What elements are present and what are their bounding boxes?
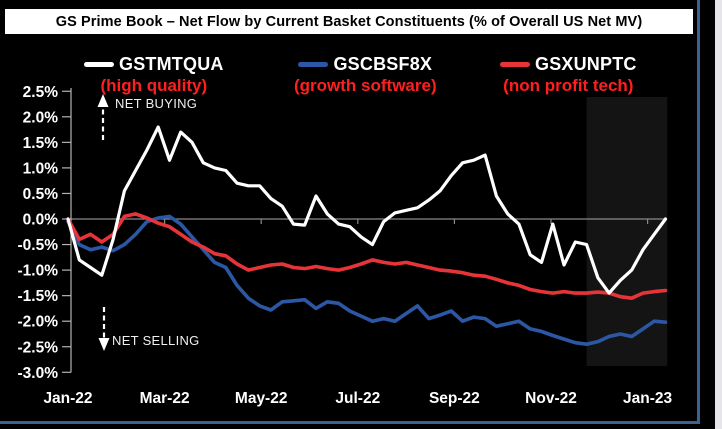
series-line-gsxunptc [66, 212, 668, 301]
highlight-band [586, 97, 668, 366]
y-tick-label: -3.0% [18, 365, 59, 382]
net-selling-label: NET SELLING [112, 333, 200, 348]
legend-item-gsxunptc: GSXUNPTC (non profit tech) [500, 54, 637, 96]
red-line-swatch-icon [500, 62, 530, 67]
chart-title: GS Prime Book – Net Flow by Current Bask… [55, 13, 643, 30]
page-edge-strip [715, 0, 722, 429]
y-tick-label: -0.5% [18, 237, 59, 254]
series-line-gstmtqua [66, 125, 668, 295]
x-tick-label: May-22 [235, 390, 288, 407]
legend-subtitle: (growth software) [294, 76, 437, 95]
y-tick-label: 0.5% [23, 186, 59, 203]
y-tick-label: -2.5% [18, 339, 59, 356]
x-tick-label: Jan-22 [43, 390, 92, 407]
legend-item-gscbsf8x: GSCBSF8X (growth software) [294, 54, 437, 96]
legend-subtitle: (high quality) [100, 76, 208, 95]
legend-ticker: GSCBSF8X [333, 54, 433, 74]
y-tick-label: -1.0% [18, 263, 59, 280]
net-buying-label: NET BUYING [115, 96, 198, 111]
x-tick-label: Jan-23 [623, 390, 672, 407]
y-tick-label: 0.0% [23, 212, 59, 229]
legend: GSTMTQUA (high quality) GSCBSF8X (growth… [0, 0, 700, 100]
legend-ticker: GSTMTQUA [119, 54, 224, 74]
y-tick-label: 1.0% [23, 160, 59, 177]
legend-item-gstmtqua: GSTMTQUA (high quality) [84, 54, 224, 96]
card-border-bottom [0, 421, 700, 424]
legend-row: GSTMTQUA [84, 54, 224, 75]
x-tick-label: Jul-22 [335, 390, 380, 407]
y-tick-label: 1.5% [23, 135, 59, 152]
blue-line-swatch-icon [298, 62, 329, 67]
legend-row: GSCBSF8X [298, 54, 432, 75]
net-selling-arrow-head-icon [98, 338, 110, 351]
legend-ticker: GSXUNPTC [535, 54, 637, 74]
white-line-swatch-icon [84, 62, 114, 67]
legend-subtitle: (non profit tech) [503, 76, 634, 95]
legend-row: GSXUNPTC [500, 54, 637, 75]
card-border-right [697, 0, 700, 424]
title-bar: GS Prime Book – Net Flow by Current Bask… [5, 9, 693, 34]
y-tick-label: -2.0% [18, 314, 59, 331]
y-tick-label: 2.0% [23, 109, 59, 126]
series-line-gscbsf8x [66, 214, 668, 347]
x-tick-label: Mar-22 [140, 390, 190, 407]
y-tick-label: -1.5% [18, 288, 59, 305]
x-tick-label: Nov-22 [525, 390, 577, 407]
x-tick-label: Sep-22 [429, 390, 480, 407]
